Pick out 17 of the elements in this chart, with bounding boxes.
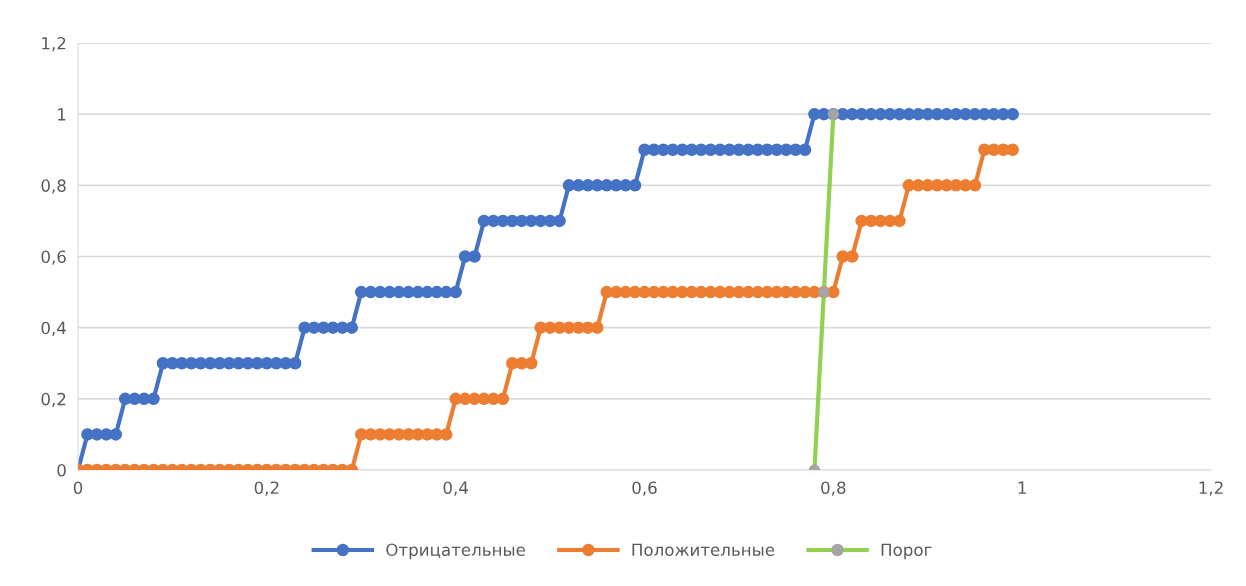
y-tick-label: 1,2 [42, 36, 66, 52]
x-tick-label: 0,6 [632, 481, 657, 496]
y-tick-label: 0,4 [41, 321, 66, 336]
x-tick-label: 0,8 [821, 481, 846, 496]
x-tick-label: 0,4 [443, 481, 468, 496]
y-tick-label: 1 [58, 108, 66, 121]
legend-label: Порог [881, 543, 932, 560]
y-tick-label: 0,2 [41, 392, 66, 408]
y-tick-label: 0,8 [41, 179, 66, 194]
legend-label: Отрицательные [386, 543, 525, 560]
x-tick-label: 0 [73, 481, 83, 495]
y-tick-label: 0,6 [41, 250, 66, 265]
x-tick-label: 1,2 [1199, 481, 1223, 496]
y-tick-label: 0 [57, 463, 66, 477]
x-tick-label: 0,2 [254, 481, 279, 496]
legend-label: Положительные [632, 543, 775, 557]
x-tick-label: 1 [1018, 481, 1026, 494]
